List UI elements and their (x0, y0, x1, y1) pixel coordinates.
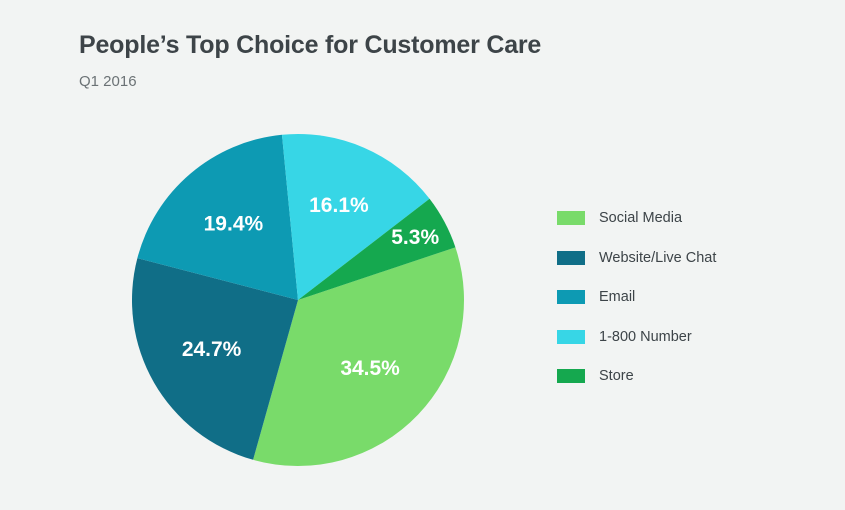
pie-slice-store (298, 198, 456, 300)
slice-label-email: 19.4% (204, 213, 264, 236)
pie-slice-social-media (253, 247, 464, 467)
pie-slice-website-live-chat (131, 258, 298, 460)
legend-swatch (557, 250, 585, 265)
legend-swatch (557, 329, 585, 344)
legend-item-1-800-number: 1-800 Number (557, 327, 716, 347)
legend: Social Media Website/Live Chat Email 1-8… (557, 208, 716, 406)
legend-item-social-media: Social Media (557, 208, 716, 228)
legend-swatch (557, 369, 585, 383)
slice-label-website-live-chat: 24.7% (182, 338, 242, 361)
legend-swatch (557, 211, 585, 225)
pie-slice-email (137, 134, 298, 300)
legend-label: Website/Live Chat (599, 249, 717, 266)
legend-label: Social Media (599, 210, 683, 226)
legend-item-email: Email (557, 287, 716, 307)
slice-label-store: 5.3% (391, 226, 439, 249)
chart-subtitle: Q1 2016 (79, 73, 137, 90)
chart-title: People’s Top Choice for Customer Care (79, 31, 542, 59)
slice-label-social-media: 34.5% (340, 357, 400, 380)
legend-label: Store (599, 368, 634, 384)
legend-label: 1-800 Number (599, 328, 692, 345)
legend-item-store: Store (557, 366, 716, 386)
legend-label: Email (599, 289, 636, 305)
legend-swatch (557, 290, 585, 304)
slice-label-1-800-number: 16.1% (309, 194, 369, 217)
pie-slice-1-800-number (281, 134, 430, 300)
legend-item-website-live-chat: Website/Live Chat (557, 248, 716, 268)
